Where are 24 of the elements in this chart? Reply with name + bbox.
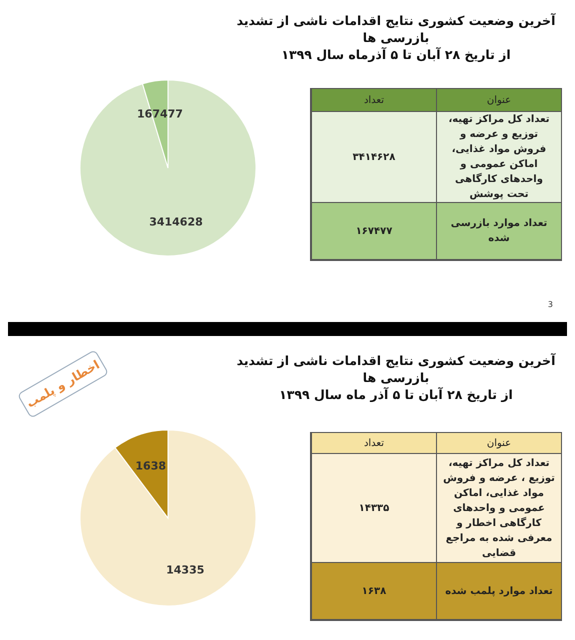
text: از تاریخ ۲۸ آبان تا ۵ آذر ماه سال ۱۳۹۹	[278, 386, 514, 403]
data-label: 3414628	[149, 215, 203, 228]
text: ۱۶۷۴۷۷	[356, 224, 392, 238]
text: ۳۴۱۴۶۲۸	[352, 150, 396, 164]
text: تعداد کل مراکز تهیه، توزیع و عرضه و فروش مواد غذایی، اماکن عمومی و واحدهای کارگاهی تحت پوشش	[447, 113, 551, 202]
text: تعداد موارد پلمب شده	[445, 584, 553, 598]
text: 3	[548, 300, 553, 309]
data-label: 14335	[166, 563, 204, 576]
text: ۱۶۳۸	[362, 584, 386, 598]
text: عنوان	[486, 436, 512, 450]
pie-slice	[80, 80, 256, 256]
pie-slice	[80, 430, 256, 606]
text: آخرین وضعیت کشوری نتایج اقدامات ناشی از تشدید بازرسی ها	[236, 352, 557, 386]
text: تعداد	[364, 94, 384, 108]
data-label: 167477	[137, 108, 183, 121]
text: ۱۴۳۳۵	[358, 502, 390, 516]
data-label: 1638	[135, 460, 166, 473]
text: از تاریخ ۲۸ آبان تا ۵ آذرماه سال ۱۳۹۹	[280, 46, 512, 63]
text: تعداد کل مراکز تهیه، توزیع ، عرضه و فروش مواد غذایی، اماکن عمومی و واحدهای کارگاهی اخطار و معرفی شده به مراجع قضایی	[443, 456, 555, 560]
stamp-label: اخطار و پلمب	[17, 349, 109, 419]
text: آخرین وضعیت کشوری نتایج اقدامات ناشی از تشدید بازرسی ها	[236, 12, 557, 46]
text: عنوان	[486, 94, 512, 108]
text: تعداد	[364, 436, 384, 450]
text: تعداد موارد بازرسی شده	[450, 217, 548, 246]
